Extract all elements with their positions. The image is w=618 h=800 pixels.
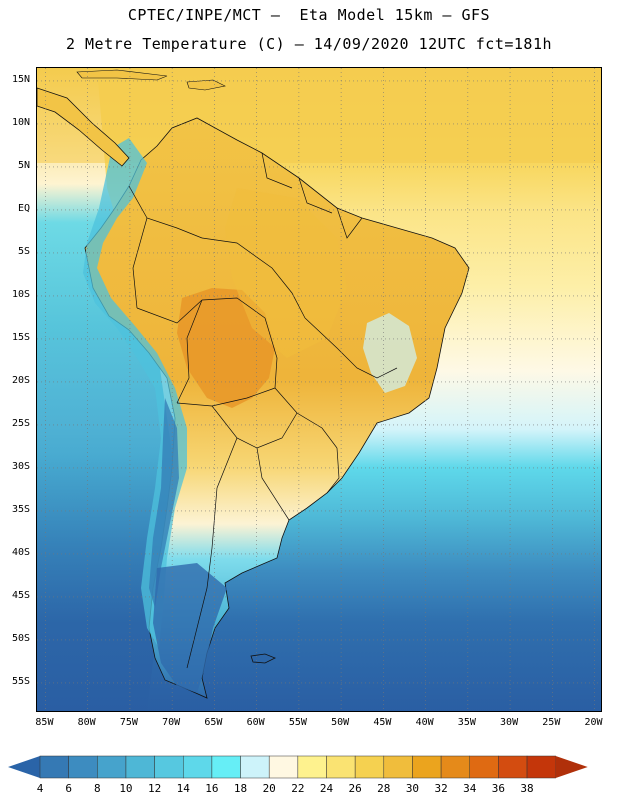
longitude-label: 35W — [457, 717, 476, 728]
latitude-label: EQ — [17, 202, 30, 214]
country-borders — [128, 152, 398, 669]
colorbar-swatch — [268, 755, 299, 779]
colorbar-tick-label: 22 — [291, 782, 305, 795]
colorbar-tick-label: 16 — [205, 782, 219, 795]
latitude-label: 55S — [11, 675, 30, 687]
cuba-island — [76, 69, 168, 81]
colorbar-tick-label: 36 — [491, 782, 506, 795]
map-title-line2: 2 Metre Temperature (C) — 14/09/2020 12U… — [65, 35, 553, 53]
colorbar-tick-label: 18 — [233, 782, 248, 795]
colorbar-swatch — [39, 755, 69, 779]
andes-peaks-coldest — [149, 398, 179, 608]
colorbar-tick-label: 20 — [262, 782, 276, 795]
latitude-label: 35S — [11, 503, 30, 515]
latitude-label: 20S — [11, 374, 30, 386]
colorbar-swatch — [211, 755, 241, 779]
colorbar-swatch — [183, 755, 213, 779]
colorbar-swatch — [383, 755, 413, 779]
longitude-label: 75W — [119, 717, 138, 728]
colorbar-tick-label: 28 — [377, 782, 391, 795]
latitude-label: 15N — [11, 73, 30, 85]
latitude-label: 50S — [11, 632, 30, 644]
warm-interior — [225, 188, 347, 358]
longitude-label: 25W — [542, 717, 561, 728]
latitude-label: 45S — [11, 589, 30, 601]
latitude-label: 5S — [17, 245, 30, 257]
latitude-label: 30S — [11, 460, 30, 472]
colorbar-tick-label: 4 — [36, 782, 44, 795]
temperature-colorbar — [8, 755, 588, 779]
colorbar-swatch — [68, 755, 98, 779]
longitude-label: 45W — [373, 717, 392, 728]
longitude-label: 60W — [246, 717, 265, 728]
latitude-label: 25S — [11, 417, 30, 429]
colorbar-swatch — [469, 755, 499, 779]
eastern-highlands-cool — [363, 313, 417, 393]
colorbar-tick-label: 38 — [520, 782, 534, 795]
colorbar-swatch — [297, 755, 327, 779]
longitude-label: 70W — [162, 717, 181, 728]
colorbar-swatch — [498, 755, 528, 779]
colorbar-tick-label: 10 — [119, 782, 133, 795]
colorbar-swatch — [154, 755, 184, 779]
hispaniola-island — [186, 79, 226, 91]
longitude-label: 85W — [35, 717, 54, 728]
latitude-label: 15S — [11, 331, 30, 343]
colorbar-arrow-high — [555, 756, 588, 778]
colorbar-tick-label: 30 — [405, 782, 420, 795]
latitude-label: 5N — [17, 159, 30, 171]
latitude-label: 40S — [11, 546, 30, 558]
colorbar-swatch — [354, 755, 385, 779]
colorbar-swatch — [125, 755, 155, 779]
colorbar-swatch — [97, 755, 127, 779]
colorbar-tick-label: 8 — [93, 782, 101, 795]
longitude-label: 40W — [415, 717, 434, 728]
central-america-land — [37, 87, 130, 167]
colorbar-tick-label: 24 — [319, 782, 334, 795]
colorbar-tick-label: 14 — [176, 782, 190, 795]
colorbar-swatch — [412, 755, 442, 779]
longitude-label: 80W — [77, 717, 96, 728]
colorbar-tick-label: 12 — [147, 782, 162, 795]
longitude-label: 50W — [331, 717, 350, 728]
longitude-label: 20W — [584, 717, 603, 728]
colorbar-swatch — [326, 755, 356, 779]
falkland-islands — [250, 653, 276, 664]
temperature-map — [36, 67, 602, 712]
colorbar-arrow-low — [8, 756, 40, 778]
longitude-label: 30W — [500, 717, 519, 728]
longitude-label: 65W — [204, 717, 223, 728]
colorbar-tick-label: 6 — [65, 782, 72, 795]
pacific-ocean-field — [37, 68, 177, 711]
colorbar-tick-label: 34 — [463, 782, 477, 795]
latitude-label: 10N — [11, 116, 30, 128]
colorbar-tick-label: 26 — [348, 782, 362, 795]
colorbar-tick-label: 32 — [434, 782, 448, 795]
latitude-label: 10S — [11, 288, 30, 300]
patagonia-cold — [153, 563, 227, 693]
map-title-line1: CPTEC/INPE/MCT — Eta Model 15km — GFS — [127, 6, 491, 24]
colorbar-swatch — [240, 755, 270, 779]
colorbar-swatch — [526, 755, 556, 779]
colorbar-swatch — [440, 755, 471, 779]
longitude-label: 55W — [288, 717, 307, 728]
